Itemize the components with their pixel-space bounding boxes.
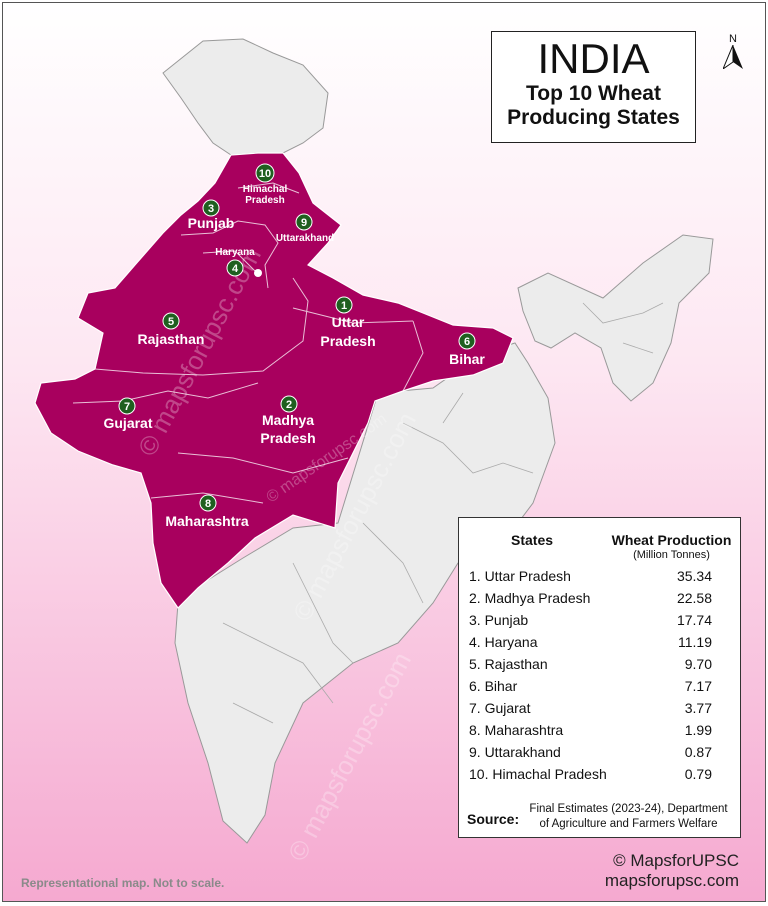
legend-header-states: States [511,532,554,548]
legend-row: 6. Bihar 7.17 [469,678,712,694]
marker-10: 10 [255,163,275,183]
region-jammu-kashmir [162,38,329,156]
copyright-block: © MapsforUPSC mapsforupsc.com [605,851,739,891]
svg-text:1: 1 [341,300,347,312]
footer-note: Representational map. Not to scale. [21,876,225,890]
region-highlighted-states [34,152,514,609]
label-uttar-pradesh-1: Uttar [332,314,365,330]
label-haryana: Haryana [215,247,255,258]
svg-text:9: 9 [301,217,307,229]
map-subtitle-line1: Top 10 Wheat [526,82,661,105]
marker-4: 4 [226,259,244,277]
legend-source-text: Final Estimates (2023-24), Department of… [521,802,736,832]
svg-text:2: 2 [286,399,292,411]
label-punjab: Punjab [188,215,235,231]
copyright-line2: mapsforupsc.com [604,871,739,890]
north-arrow-icon [721,44,743,71]
svg-text:10: 10 [259,168,271,180]
legend-row: 5. Rajasthan 9.70 [469,656,712,672]
marker-3: 3 [202,199,220,217]
label-madhya-pradesh-1: Madhya [262,412,314,428]
label-himachal-2: Pradesh [245,195,284,206]
label-bihar: Bihar [449,351,485,367]
marker-2: 2 [280,395,298,413]
svg-text:5: 5 [168,316,174,328]
legend-row: 2. Madhya Pradesh 22.58 [469,590,712,606]
region-north-east [517,234,714,402]
north-arrow: N [721,33,745,73]
legend-source-line1: Final Estimates (2023-24), Department [529,803,728,815]
legend-table: States Wheat Production (Million Tonnes)… [458,517,741,838]
svg-text:4: 4 [232,263,239,275]
label-gujarat: Gujarat [103,415,152,431]
india-map: © mapsforupsc.com © mapsforupsc.com © ma… [34,38,714,866]
svg-text:7: 7 [124,401,130,413]
legend-row: 9. Uttarakhand 0.87 [469,744,712,760]
label-rajasthan: Rajasthan [138,331,205,347]
label-maharashtra: Maharashtra [165,513,248,529]
grey-state-boundaries [222,302,664,724]
legend-row: 1. Uttar Pradesh 35.34 [469,568,712,584]
marker-1: 1 [335,296,353,314]
marker-7: 7 [118,397,136,415]
label-uttar-pradesh-2: Pradesh [320,333,375,349]
title-box: INDIA Top 10 Wheat Producing States [491,31,696,143]
legend-row: 4. Haryana 11.19 [469,634,712,650]
rank-markers: 1 2 3 4 5 6 7 8 9 10 [118,163,476,512]
legend-row: 7. Gujarat 3.77 [469,700,712,716]
legend-row: 3. Punjab 17.74 [469,612,712,628]
label-madhya-pradesh-2: Pradesh [260,430,315,446]
north-label: N [729,33,737,45]
map-subtitle-line2: Producing States [507,106,680,129]
svg-text:8: 8 [205,498,211,510]
marker-8: 8 [199,494,217,512]
legend-source-line2: of Agriculture and Farmers Welfare [539,818,718,830]
svg-text:6: 6 [464,336,470,348]
label-uttarakhand: Uttarakhand [276,233,334,244]
legend-header-unit: (Million Tonnes) [633,549,710,561]
copyright-line1: © MapsforUPSC [613,851,739,870]
legend-row: 8. Maharashtra 1.99 [469,722,712,738]
marker-6: 6 [458,332,476,350]
map-title: INDIA [537,35,650,82]
legend-header-production: Wheat Production [611,532,732,548]
marker-5: 5 [162,312,180,330]
legend-source-label: Source: [467,811,520,827]
delhi-marker [254,269,262,277]
marker-9: 9 [295,213,313,231]
legend-row: 10. Himachal Pradesh 0.79 [469,766,712,782]
label-himachal-1: Himachal [243,184,288,195]
svg-text:3: 3 [208,203,214,215]
state-labels: Uttar Pradesh Madhya Pradesh Punjab Hary… [103,184,485,529]
state-boundaries [72,182,424,504]
